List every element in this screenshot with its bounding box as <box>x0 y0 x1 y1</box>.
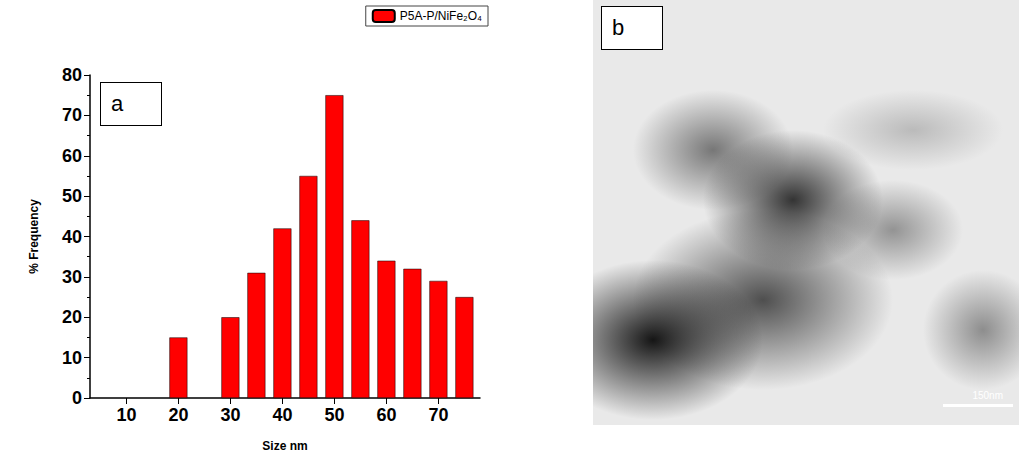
svg-text:20: 20 <box>62 307 82 327</box>
svg-text:30: 30 <box>220 405 240 425</box>
svg-text:20: 20 <box>168 405 188 425</box>
svg-text:50: 50 <box>62 186 82 206</box>
svg-text:60: 60 <box>62 146 82 166</box>
svg-text:60: 60 <box>376 405 396 425</box>
svg-text:40: 40 <box>272 405 292 425</box>
svg-text:70: 70 <box>62 105 82 125</box>
svg-text:50: 50 <box>324 405 344 425</box>
html-text:b: b <box>612 15 625 40</box>
svg-text:0: 0 <box>72 388 82 408</box>
svg-text:70: 70 <box>428 405 448 425</box>
svg-text:% Frequency: % Frequency <box>27 199 41 274</box>
svg-text:80: 80 <box>62 65 82 85</box>
svg-text:30: 30 <box>62 267 82 287</box>
html-text:a: a <box>111 91 124 116</box>
svg-text:Size nm: Size nm <box>262 439 307 453</box>
svg-text:P5A-P/NiFe₂O₄: P5A-P/NiFe₂O₄ <box>400 9 482 23</box>
svg-text:10: 10 <box>62 348 82 368</box>
svg-text:40: 40 <box>62 227 82 247</box>
svg-text:10: 10 <box>116 405 136 425</box>
html-text:150nm: 150nm <box>972 390 1003 401</box>
